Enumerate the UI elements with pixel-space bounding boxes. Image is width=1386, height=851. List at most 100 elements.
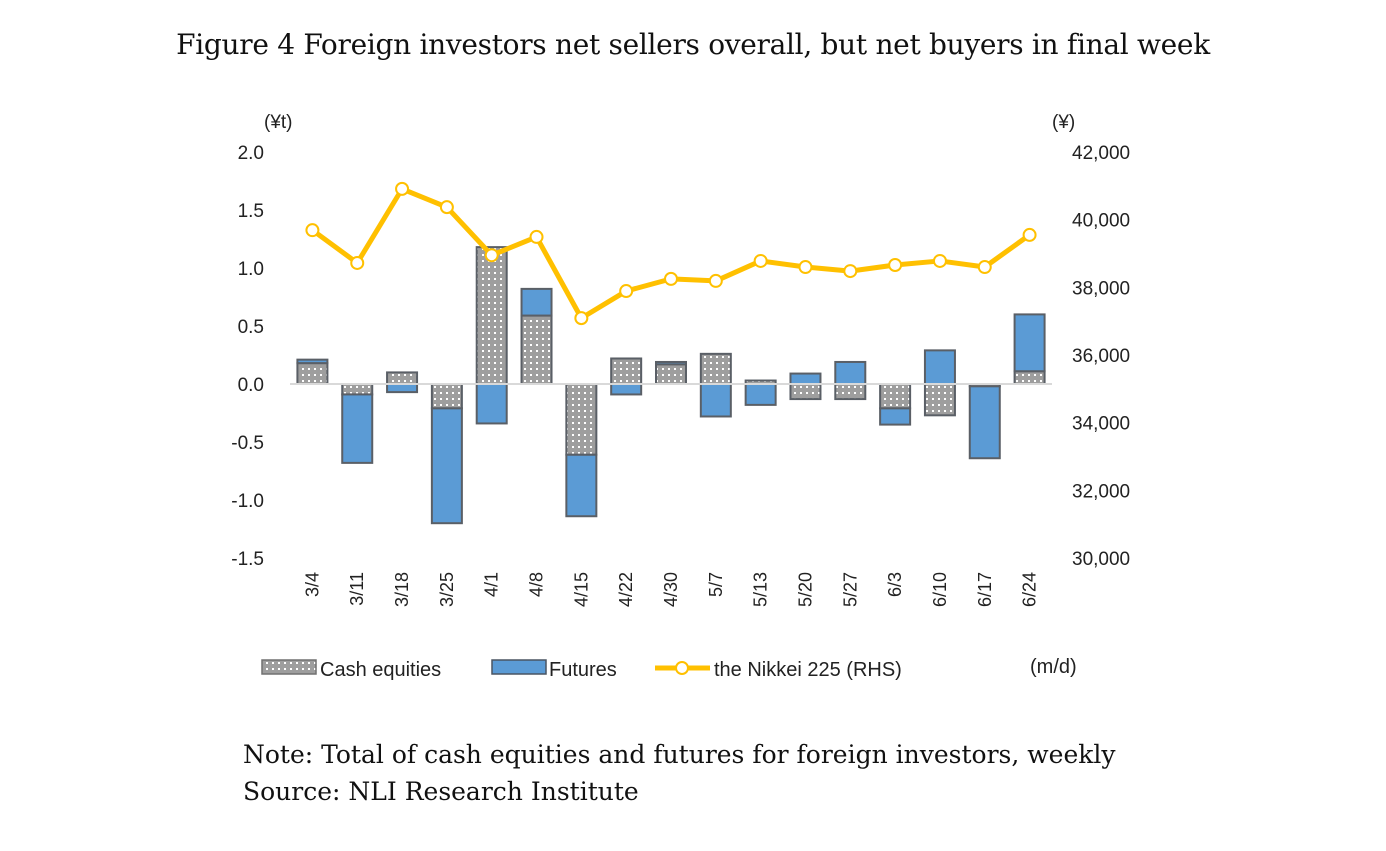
nikkei-marker bbox=[484, 248, 499, 263]
nikkei-marker bbox=[753, 253, 768, 268]
legend-swatch-futures bbox=[491, 659, 547, 675]
x-axis-tick-label: 3/4 bbox=[302, 572, 322, 597]
nikkei-marker bbox=[664, 271, 678, 286]
x-axis-tick-label: 4/8 bbox=[527, 572, 547, 597]
nikkei-marker bbox=[350, 255, 365, 270]
x-axis-tick-label: 4/22 bbox=[616, 572, 636, 607]
futures-bar bbox=[879, 407, 912, 426]
right-axis-tick-label: 36,000 bbox=[1072, 346, 1130, 367]
legend-label-cash-equities: Cash equities bbox=[320, 659, 441, 681]
futures-bar bbox=[430, 407, 463, 525]
legend: Cash equities Futures the Nikkei 225 (RH… bbox=[261, 656, 1077, 681]
x-axis-tick-label: 3/25 bbox=[437, 572, 457, 607]
nikkei-marker bbox=[708, 273, 723, 288]
nikkei-marker bbox=[932, 253, 947, 268]
legend-swatch-cash-equities bbox=[261, 659, 317, 675]
left-axis-tick-label: -0.5 bbox=[231, 433, 264, 454]
nikkei-marker bbox=[529, 229, 544, 244]
nikkei-marker bbox=[1022, 227, 1037, 242]
x-axis-tick-label: 5/7 bbox=[706, 572, 726, 597]
right-axis-tick-label: 32,000 bbox=[1072, 481, 1130, 502]
right-axis-tick-label: 40,000 bbox=[1072, 211, 1130, 232]
left-axis-tick-label: 0.5 bbox=[238, 317, 264, 338]
nikkei-line-group bbox=[305, 181, 1037, 326]
chart-title: Figure 4 Foreign investors net sellers o… bbox=[176, 28, 1210, 61]
nikkei-line bbox=[310, 186, 1032, 321]
note-text: Note: Total of cash equities and futures… bbox=[243, 740, 1116, 769]
futures-bar bbox=[699, 383, 732, 418]
nikkei-marker bbox=[977, 260, 992, 275]
futures-bar bbox=[923, 349, 956, 385]
x-axis: 3/4 3/11 3/18 3/25 4/1 4/8 4/15 4/22 4/30 5/7 5/13… bbox=[302, 572, 1039, 607]
cash-equities-bar bbox=[475, 246, 508, 385]
right-axis-unit: (¥) bbox=[1052, 112, 1075, 133]
x-axis-tick-label: 3/18 bbox=[392, 572, 412, 607]
x-axis-tick-label: 4/1 bbox=[482, 572, 502, 597]
futures-bar bbox=[834, 360, 867, 385]
legend-swatch-nikkei-marker bbox=[675, 661, 689, 675]
cash-equities-bar bbox=[1013, 370, 1046, 385]
legend-label-futures: Futures bbox=[549, 659, 617, 681]
cash-equities-bar bbox=[610, 357, 643, 386]
x-axis-tick-label: 4/15 bbox=[571, 572, 591, 607]
futures-bar bbox=[296, 358, 329, 365]
notes-block: Note: Total of cash equities and futures… bbox=[243, 736, 1116, 810]
futures-bar bbox=[565, 453, 598, 518]
cash-equities-bar bbox=[386, 371, 419, 385]
x-axis-tick-label: 5/27 bbox=[840, 572, 860, 607]
left-axis-unit: (¥t) bbox=[264, 112, 293, 133]
left-axis-tick-label: 0.0 bbox=[238, 375, 264, 396]
futures-bar bbox=[655, 360, 687, 366]
futures-bar bbox=[386, 383, 419, 394]
x-axis-tick-label: 4/30 bbox=[661, 572, 681, 607]
left-axis-tick-label: -1.0 bbox=[231, 491, 264, 512]
cash-equities-bar bbox=[341, 383, 374, 396]
futures-bar bbox=[475, 383, 508, 425]
futures-bar bbox=[610, 383, 643, 396]
futures-bar bbox=[1013, 313, 1046, 373]
cash-equities-bar bbox=[520, 314, 553, 385]
right-axis-tick-label: 34,000 bbox=[1072, 414, 1130, 435]
left-axis: 2.0 1.5 1.0 0.5 0.0 -0.5 -1.0 -1.5 bbox=[231, 143, 264, 570]
x-axis-tick-label: 6/24 bbox=[1020, 572, 1040, 607]
source-text: Source: NLI Research Institute bbox=[243, 777, 639, 806]
x-axis-tick-label: 3/11 bbox=[347, 572, 367, 606]
x-axis-tick-label: 6/17 bbox=[975, 572, 995, 607]
left-axis-tick-label: 2.0 bbox=[238, 143, 264, 164]
cash-equities-bar bbox=[789, 383, 822, 401]
cash-equities-bar bbox=[923, 383, 956, 417]
nikkei-marker bbox=[305, 223, 320, 238]
cash-equities-bar bbox=[565, 383, 598, 456]
legend-label-nikkei: the Nikkei 225 (RHS) bbox=[714, 659, 902, 681]
nikkei-marker bbox=[888, 258, 903, 273]
cash-equities-bar bbox=[296, 362, 329, 385]
x-axis-tick-label: 5/20 bbox=[795, 572, 815, 607]
nikkei-marker bbox=[395, 181, 410, 196]
futures-bar bbox=[744, 383, 777, 406]
x-axis-tick-label: 5/13 bbox=[751, 572, 771, 607]
nikkei-marker bbox=[843, 264, 858, 279]
cash-equities-bar bbox=[655, 363, 687, 385]
right-axis-tick-label: 42,000 bbox=[1072, 143, 1130, 164]
nikkei-marker bbox=[574, 311, 589, 326]
left-axis-tick-label: 1.5 bbox=[238, 201, 264, 222]
nikkei-marker bbox=[619, 284, 634, 299]
futures-bar bbox=[789, 372, 822, 385]
right-axis-tick-label: 30,000 bbox=[1072, 549, 1130, 570]
right-axis: 42,000 40,000 38,000 36,000 34,000 32,000 30,0… bbox=[1072, 143, 1130, 570]
futures-bar bbox=[341, 393, 374, 464]
cash-equities-bar bbox=[430, 383, 463, 410]
left-axis-tick-label: 1.0 bbox=[238, 259, 264, 280]
futures-bar bbox=[520, 287, 553, 317]
left-axis-tick-label: -1.5 bbox=[231, 549, 264, 570]
nikkei-marker bbox=[439, 200, 454, 215]
x-axis-tick-label: 6/10 bbox=[930, 572, 950, 607]
right-axis-tick-label: 38,000 bbox=[1072, 278, 1130, 299]
cash-equities-bar bbox=[699, 352, 732, 385]
cash-equities-bar bbox=[834, 383, 867, 401]
x-axis-unit-label: (m/d) bbox=[1030, 656, 1077, 678]
nikkei-marker bbox=[798, 260, 813, 275]
cash-equities-bar bbox=[879, 383, 912, 410]
bars-group bbox=[296, 246, 1046, 525]
